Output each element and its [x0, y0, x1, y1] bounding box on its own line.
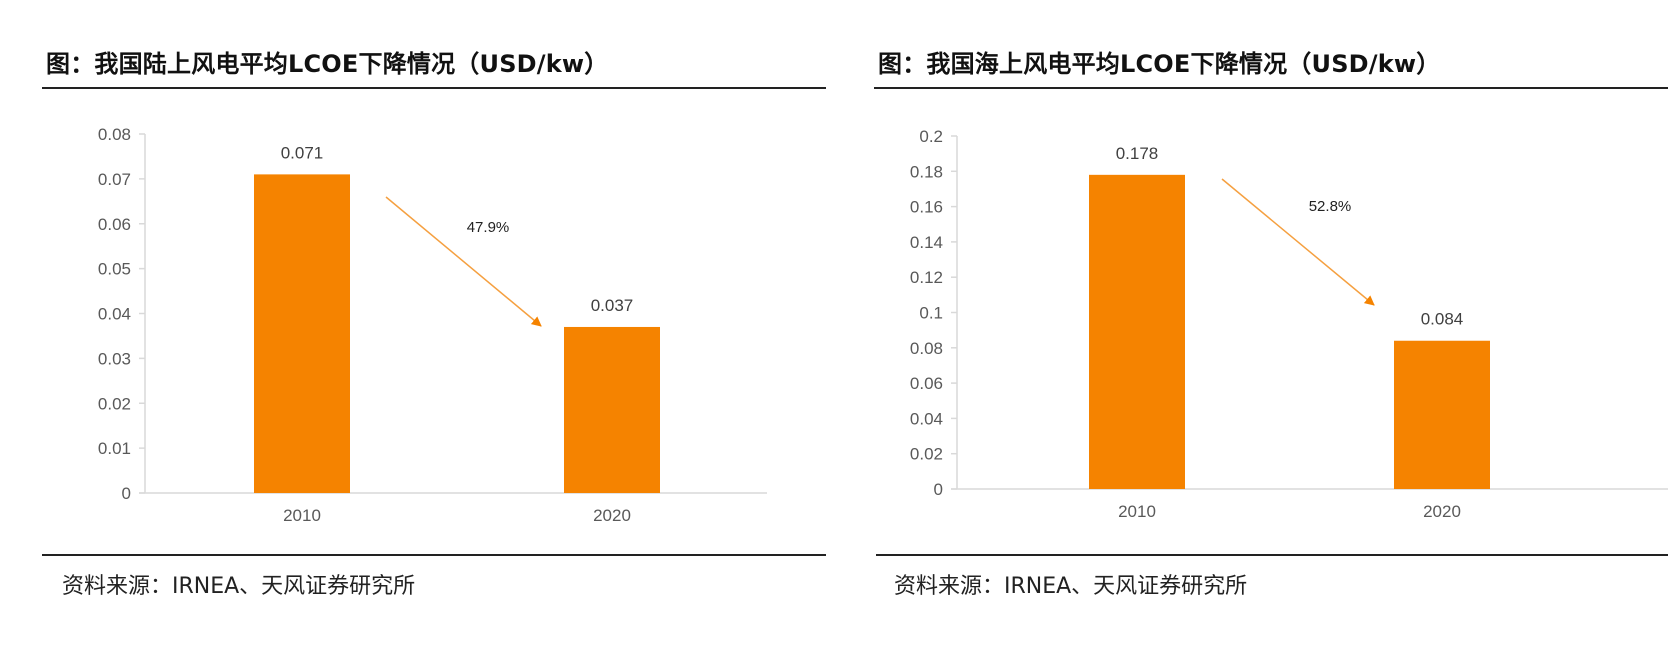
- onshore-decline-percent: 47.9%: [467, 219, 510, 236]
- offshore-chart-title: 图：我国海上风电平均LCOE下降情况（USD/kw）: [878, 50, 1441, 78]
- offshore-y-tick-label: 0.1: [919, 304, 943, 323]
- onshore-x-tick-label-2020: 2020: [593, 506, 631, 525]
- onshore-data-label-2010: 0.071: [281, 143, 324, 162]
- onshore-y-tick-label: 0.05: [98, 260, 131, 279]
- onshore-footer-rule: [42, 554, 826, 556]
- onshore-title-rule: [42, 87, 826, 89]
- offshore-lcoe-chart: 0 0.02 0.04 0.06 0.08 0.1 0.12 0.14 0.16 0.18 0.2 0…: [910, 127, 1668, 521]
- offshore-y-tick-label: 0.2: [919, 127, 943, 146]
- onshore-y-tick-label: 0.01: [98, 439, 131, 458]
- offshore-y-tick-label: 0.14: [910, 233, 943, 252]
- offshore-y-tick-label: 0.06: [910, 374, 943, 393]
- offshore-data-label-2020: 0.084: [1421, 310, 1464, 329]
- offshore-footer-rule: [876, 554, 1668, 556]
- onshore-source-note: 资料来源：IRNEA、天风证券研究所: [62, 574, 416, 599]
- offshore-y-tick-label: 0.08: [910, 339, 943, 358]
- offshore-bar-2020: [1394, 340, 1490, 489]
- onshore-chart-title: 图：我国陆上风电平均LCOE下降情况（USD/kw）: [46, 50, 609, 78]
- offshore-x-tick-label-2010: 2010: [1118, 502, 1156, 521]
- onshore-y-tick-label: 0.04: [98, 305, 131, 324]
- offshore-y-tick-label: 0.04: [910, 409, 943, 428]
- offshore-y-tick-label: 0.16: [910, 198, 943, 217]
- onshore-y-tick-label: 0: [122, 484, 131, 503]
- onshore-bar-2010: [254, 174, 350, 493]
- offshore-source-note: 资料来源：IRNEA、天风证券研究所: [894, 574, 1248, 599]
- onshore-y-tick-label: 0.03: [98, 349, 131, 368]
- offshore-y-tick-label: 0: [934, 480, 943, 499]
- onshore-bar-2020: [564, 326, 660, 493]
- offshore-decline-percent: 52.8%: [1309, 198, 1352, 215]
- onshore-decline-arrow: [385, 196, 542, 327]
- offshore-y-tick-label: 0.02: [910, 445, 943, 464]
- onshore-x-tick-label-2010: 2010: [283, 506, 321, 525]
- offshore-y-tick-label: 0.18: [910, 162, 943, 181]
- onshore-y-tick-label: 0.08: [98, 125, 131, 144]
- onshore-y-tick-label: 0.06: [98, 215, 131, 234]
- offshore-data-label-2010: 0.178: [1116, 144, 1159, 163]
- offshore-title-rule: [874, 87, 1668, 89]
- offshore-y-tick-label: 0.12: [910, 268, 943, 287]
- onshore-y-tick-label: 0.02: [98, 394, 131, 413]
- offshore-x-tick-label-2020: 2020: [1423, 502, 1461, 521]
- offshore-decline-arrow: [1221, 178, 1375, 306]
- onshore-lcoe-chart: 0 0.01 0.02 0.03 0.04 0.05 0.06 0.07 0.08 0.071 20…: [98, 125, 767, 525]
- onshore-data-label-2020: 0.037: [591, 296, 634, 315]
- offshore-bar-2010: [1089, 174, 1185, 489]
- onshore-y-tick-label: 0.07: [98, 170, 131, 189]
